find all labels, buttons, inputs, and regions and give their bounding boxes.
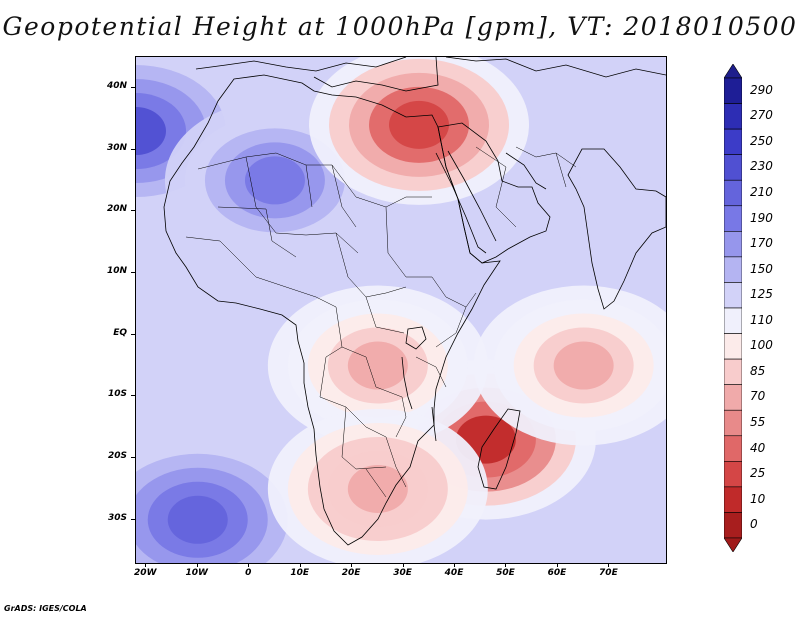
colorbar-level-label: 125 xyxy=(750,287,773,302)
lat-tick-label: 30S xyxy=(107,512,127,523)
colorbar-swatch xyxy=(724,384,742,411)
colorbar-swatch xyxy=(724,333,742,360)
colorbar-level-label: 230 xyxy=(750,159,773,174)
colorbar-swatch xyxy=(724,179,742,207)
border-lines xyxy=(185,146,577,498)
colorbar-swatch xyxy=(724,231,742,258)
chart-title: Geopotential Height at 1000hPa [gpm], VT… xyxy=(2,12,798,41)
lon-tick-mark xyxy=(454,563,456,567)
colorbar-level-label: 70 xyxy=(750,389,766,404)
colorbar-swatch xyxy=(724,256,742,283)
colorbar-level-label: 85 xyxy=(750,363,766,378)
lon-tick-label: 20E xyxy=(341,568,361,578)
colorbar-level-label: 250 xyxy=(750,133,773,148)
coastlines xyxy=(163,57,666,546)
colorbar-swatch xyxy=(724,461,742,488)
lon-tick-label: 30E xyxy=(393,568,412,578)
lat-tick-label: 10N xyxy=(106,265,127,276)
height-field xyxy=(136,57,666,563)
lake-malawi xyxy=(431,406,437,442)
colorbar-swatch xyxy=(724,435,742,462)
lat-tick-label: 30N xyxy=(106,142,127,153)
colorbar-swatch xyxy=(724,128,742,155)
lon-tick-label: 10W xyxy=(185,568,208,578)
colorbar-swatch xyxy=(724,307,742,334)
lat-tick-label: 20N xyxy=(106,204,127,215)
political-borders xyxy=(185,146,577,498)
congo-trough-contour xyxy=(347,341,408,390)
colorbar-level-label: 190 xyxy=(750,210,773,225)
colorbar-level-label: 270 xyxy=(750,108,773,123)
colorbar-swatch xyxy=(724,358,742,385)
colorbar-level-label: 55 xyxy=(750,415,766,429)
colorbar-level-label: 0 xyxy=(750,517,758,532)
colorbar-swatch xyxy=(724,512,742,539)
persian-gulf xyxy=(505,152,547,190)
lon-tick-label: 40E xyxy=(444,568,464,578)
lat-tick-mark xyxy=(131,395,135,397)
red-sea xyxy=(435,150,497,254)
lon-tick-mark xyxy=(505,563,507,567)
colorbar-level-label: 170 xyxy=(750,236,773,251)
lat-tick-label: 40N xyxy=(106,80,127,91)
colorbar-level-label: 290 xyxy=(750,82,773,97)
europe-coastline xyxy=(195,57,666,92)
colorbar-swatch xyxy=(724,205,742,232)
colorbar-level-label: 100 xyxy=(750,338,773,353)
azores-high-contour xyxy=(136,107,166,156)
colorbar-level-label: 150 xyxy=(750,261,773,276)
lon-tick-mark xyxy=(145,563,147,567)
lon-tick-mark xyxy=(608,563,610,567)
lat-tick-mark xyxy=(131,148,135,150)
credit-text: GrADS: IGES/COLA xyxy=(4,604,87,613)
lat-tick-mark xyxy=(131,333,135,335)
colorbar-bottom-arrow xyxy=(724,537,742,552)
lon-tick-mark xyxy=(196,563,198,567)
lat-tick-label: EQ xyxy=(113,327,127,338)
map-panel xyxy=(135,56,667,564)
madagascar-coastline xyxy=(477,408,521,490)
lon-tick-label: 50E xyxy=(496,568,515,578)
map-svg xyxy=(136,57,666,563)
sahara-high-contour xyxy=(244,156,305,205)
lon-tick-label: 60E xyxy=(547,568,567,578)
colorbar xyxy=(724,64,742,552)
colorbar-level-label: 25 xyxy=(750,466,766,481)
lon-tick-mark xyxy=(248,563,250,567)
lon-tick-mark xyxy=(351,563,353,567)
lon-tick-label: 10E xyxy=(290,568,309,578)
lon-tick-label: 70E xyxy=(599,568,618,578)
colorbar-swatch xyxy=(724,409,742,437)
lat-tick-mark xyxy=(131,210,135,212)
south-atlantic-high-contour xyxy=(167,495,228,544)
lon-tick-mark xyxy=(299,563,301,567)
cyprus-low-contour xyxy=(389,100,450,149)
colorbar-swatch xyxy=(724,282,742,309)
lake-victoria xyxy=(405,326,427,350)
kalahari-low-contour xyxy=(347,464,408,513)
colorbar-level-label: 40 xyxy=(750,440,766,455)
lat-tick-mark xyxy=(131,271,135,273)
lon-tick-mark xyxy=(402,563,404,567)
lon-tick-label: 0 xyxy=(245,568,252,578)
lat-tick-label: 20S xyxy=(107,451,127,462)
lon-tick-label: 20W xyxy=(134,568,157,578)
indian-ocean-trough-contour xyxy=(553,341,614,390)
colorbar-swatch xyxy=(724,154,742,181)
lat-tick-mark xyxy=(131,86,135,88)
arabia-coastline xyxy=(437,122,551,264)
lat-tick-label: 10S xyxy=(107,389,127,400)
lat-tick-mark xyxy=(131,518,135,520)
colorbar-swatch xyxy=(724,103,742,130)
colorbar-level-label: 210 xyxy=(750,185,773,199)
colorbar-swatch xyxy=(724,486,742,513)
india-coastline xyxy=(567,148,666,310)
colorbar-swatch xyxy=(724,77,742,104)
lake-tanganyika xyxy=(401,356,413,410)
lon-tick-mark xyxy=(556,563,558,567)
colorbar-level-label: 110 xyxy=(750,312,773,327)
colorbar-level-label: 10 xyxy=(750,491,766,506)
lat-tick-mark xyxy=(131,457,135,459)
colorbar-top-arrow xyxy=(724,64,742,79)
